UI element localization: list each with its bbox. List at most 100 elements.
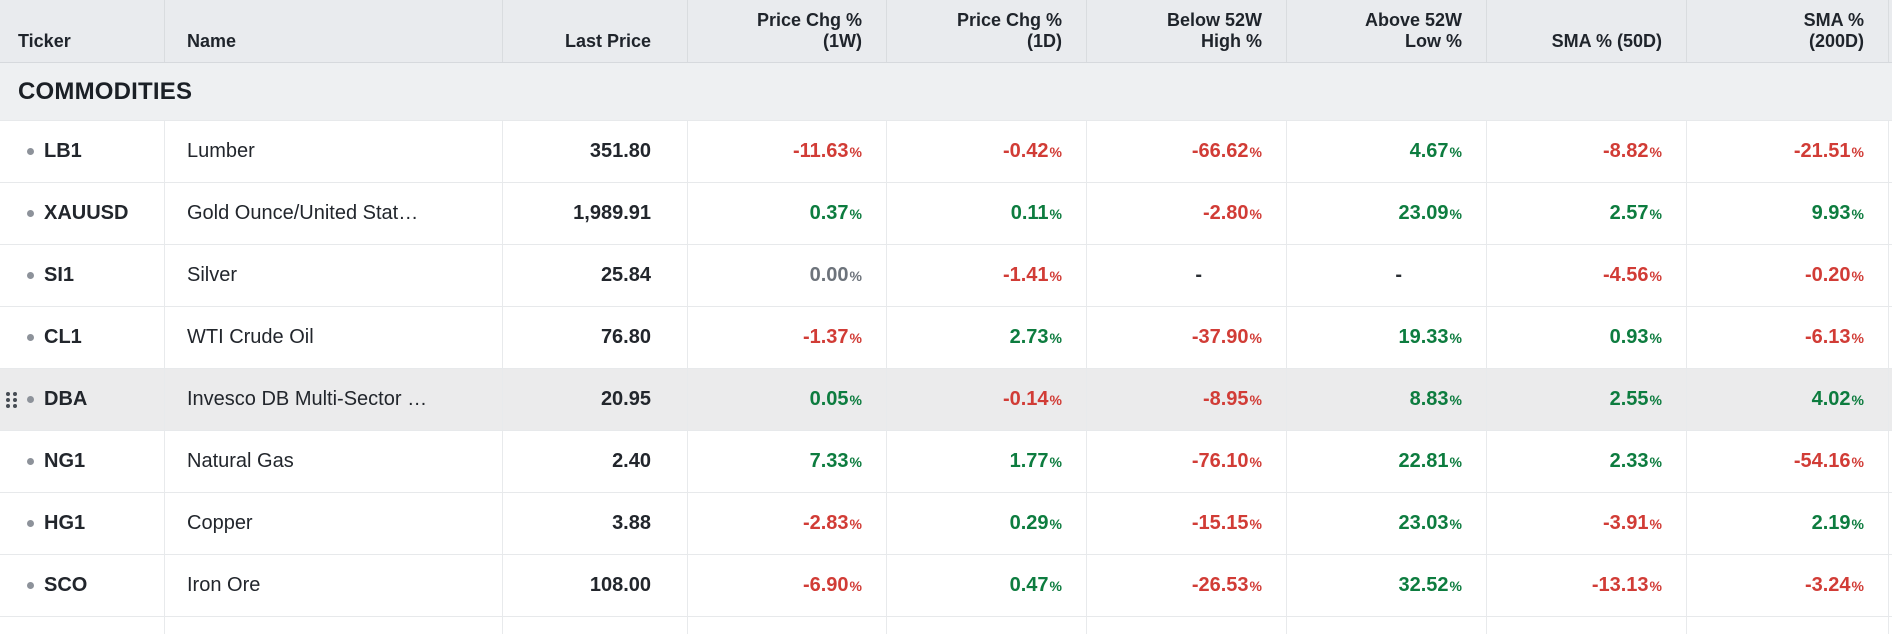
ticker-cell: XAUUSD bbox=[0, 183, 165, 244]
percent-sign: % bbox=[1649, 578, 1662, 594]
column-header-price-chg-1d[interactable]: Price Chg % (1D) bbox=[887, 0, 1087, 62]
column-header-label: Price Chg % (1W) bbox=[757, 10, 862, 52]
drag-handle-icon[interactable] bbox=[6, 391, 17, 408]
percent-sign: % bbox=[1851, 454, 1864, 470]
table-row[interactable]: SCO Iron Ore 108.00 -6.90% 0.47% -26.53% 32.52… bbox=[0, 555, 1892, 617]
empty-value-dash: - bbox=[1195, 264, 1202, 287]
pct-value: 2.19% bbox=[1812, 512, 1864, 535]
ticker-label: HG1 bbox=[44, 512, 86, 534]
percent-sign: % bbox=[1249, 454, 1262, 470]
table-row[interactable]: CL1 WTI Crude Oil 76.80 -1.37% 2.73% -37.90% 1… bbox=[0, 307, 1892, 369]
table-row[interactable]: HG1 Copper 3.88 -2.83% 0.29% -15.15% 23.03% -3.… bbox=[0, 493, 1892, 555]
percent-sign: % bbox=[1851, 206, 1864, 222]
last-price-value: 3.88 bbox=[612, 512, 651, 534]
column-header-price-chg-1w[interactable]: Price Chg % (1W) bbox=[688, 0, 887, 62]
value-number: -0.20 bbox=[1804, 264, 1851, 286]
value-number: 23.03 bbox=[1398, 512, 1449, 534]
percent-sign: % bbox=[1649, 268, 1662, 284]
sma-50d-cell: 2.33% bbox=[1487, 431, 1687, 492]
value-number: 2.57 bbox=[1609, 202, 1649, 224]
pct-value: -21.51% bbox=[1794, 140, 1864, 163]
pct-value: 2.33% bbox=[1610, 450, 1662, 473]
percent-sign: % bbox=[1649, 454, 1662, 470]
table-row[interactable]: XAUUSD Gold Ounce/United Stat… 1,989.91 0.3… bbox=[0, 183, 1892, 245]
value-number: 0.11 bbox=[1010, 202, 1049, 224]
pct-value: 1.77% bbox=[1010, 450, 1062, 473]
percent-sign: % bbox=[1249, 330, 1262, 346]
value-number: -2.83 bbox=[802, 512, 849, 534]
column-header-below-52w-high[interactable]: Below 52W High % bbox=[1087, 0, 1287, 62]
ticker-cell: DBA bbox=[0, 369, 165, 430]
percent-sign: % bbox=[1049, 516, 1062, 532]
value-number: -76.10 bbox=[1191, 450, 1249, 472]
pct-value: 0.29% bbox=[1010, 512, 1062, 535]
percent-sign: % bbox=[849, 144, 862, 160]
last-price-cell: 76.80 bbox=[503, 307, 688, 368]
column-header-ticker[interactable]: Ticker bbox=[0, 0, 165, 62]
sma-200d-cell: 4.02% bbox=[1687, 369, 1889, 430]
column-header-line: Ticker bbox=[18, 30, 71, 51]
column-header-label: Name bbox=[187, 31, 236, 52]
percent-sign: % bbox=[1851, 268, 1864, 284]
percent-sign: % bbox=[1851, 392, 1864, 408]
percent-sign: % bbox=[1049, 578, 1062, 594]
table-row[interactable]: SI1 Silver 25.84 0.00% -1.41% - - -4.56% -0.20% bbox=[0, 245, 1892, 307]
section-row-commodities[interactable]: COMMODITIES bbox=[0, 63, 1892, 121]
column-header-line: SMA % bbox=[1803, 9, 1864, 30]
table-row[interactable]: LB1 Lumber 351.80 -11.63% -0.42% -66.62% 4.67%… bbox=[0, 121, 1892, 183]
table-row[interactable]: NG1 Natural Gas 2.40 7.33% 1.77% -76.10% 22.81… bbox=[0, 431, 1892, 493]
value-number: 32.52 bbox=[1398, 574, 1449, 596]
column-header-last-price[interactable]: Last Price bbox=[503, 0, 688, 62]
partial-cell bbox=[165, 617, 503, 634]
partial-cell bbox=[688, 617, 887, 634]
price-chg-1d-cell: 1.77% bbox=[887, 431, 1087, 492]
value-number: 7.33 bbox=[809, 450, 849, 472]
name-label: Invesco DB Multi-Sector … bbox=[187, 388, 428, 410]
value-number: 1.77 bbox=[1009, 450, 1049, 472]
column-header-line: Last Price bbox=[564, 30, 651, 51]
column-header-sma-50d[interactable]: SMA % (50D) bbox=[1487, 0, 1687, 62]
pct-value: -54.16% bbox=[1794, 450, 1864, 473]
pct-value: -76.10% bbox=[1192, 450, 1262, 473]
sma-50d-cell: -8.82% bbox=[1487, 121, 1687, 182]
pct-value: 4.67% bbox=[1410, 140, 1462, 163]
pct-value: -0.42% bbox=[1003, 140, 1062, 163]
percent-sign: % bbox=[1851, 578, 1864, 594]
value-number: -6.13 bbox=[1804, 326, 1851, 348]
name-cell: Silver bbox=[165, 245, 503, 306]
sma-50d-cell: 2.57% bbox=[1487, 183, 1687, 244]
below-52w-high-cell: - bbox=[1087, 245, 1287, 306]
price-chg-1d-cell: -0.14% bbox=[887, 369, 1087, 430]
column-header-line: (200D) bbox=[1808, 30, 1864, 51]
percent-sign: % bbox=[849, 206, 862, 222]
value-number: 0.29 bbox=[1009, 512, 1049, 534]
column-header-above-52w-low[interactable]: Above 52W Low % bbox=[1287, 0, 1487, 62]
percent-sign: % bbox=[1649, 206, 1662, 222]
last-price-cell: 351.80 bbox=[503, 121, 688, 182]
ticker-label: SCO bbox=[44, 574, 88, 596]
column-header-name[interactable]: Name bbox=[165, 0, 503, 62]
percent-sign: % bbox=[1449, 578, 1462, 594]
pct-value: -6.90% bbox=[803, 574, 862, 597]
pct-value: 2.57% bbox=[1610, 202, 1662, 225]
column-header-sma-200d[interactable]: SMA % (200D) bbox=[1687, 0, 1889, 62]
section-title: COMMODITIES bbox=[18, 77, 193, 105]
pct-value: 0.00% bbox=[810, 264, 862, 287]
column-header-label: Above 52W Low % bbox=[1365, 10, 1462, 52]
percent-sign: % bbox=[1851, 144, 1864, 160]
pct-value: -8.82% bbox=[1603, 140, 1662, 163]
above-52w-low-cell: 8.83% bbox=[1287, 369, 1487, 430]
percent-sign: % bbox=[1249, 392, 1262, 408]
below-52w-high-cell: -66.62% bbox=[1087, 121, 1287, 182]
below-52w-high-cell: -26.53% bbox=[1087, 555, 1287, 616]
pct-value: 22.81% bbox=[1398, 450, 1462, 473]
value-number: 0.00 bbox=[809, 264, 849, 286]
value-number: 19.33 bbox=[1398, 326, 1449, 348]
ticker-cell: CL1 bbox=[0, 307, 165, 368]
percent-sign: % bbox=[1049, 206, 1062, 222]
partial-cell bbox=[1487, 617, 1687, 634]
percent-sign: % bbox=[1049, 144, 1062, 160]
pct-value: -2.83% bbox=[803, 512, 862, 535]
table-row[interactable]: DBA Invesco DB Multi-Sector … 20.95 0.05% -0… bbox=[0, 369, 1892, 431]
